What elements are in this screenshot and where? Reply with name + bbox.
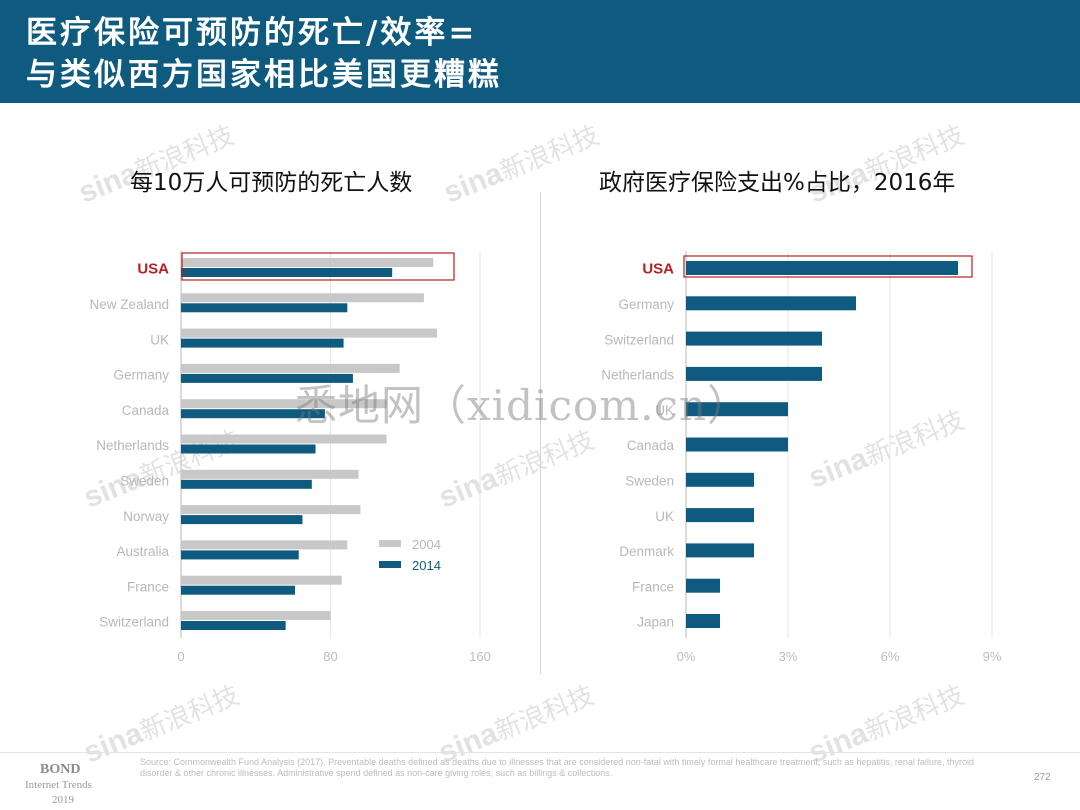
bar-2014-germany bbox=[181, 373, 353, 383]
category-label-canada: Canada bbox=[627, 438, 675, 453]
category-label-germany: Germany bbox=[113, 368, 169, 383]
bar-2014-norway bbox=[181, 515, 303, 525]
bar-usa bbox=[686, 261, 958, 275]
bar-2004-france bbox=[181, 575, 342, 585]
chart-title-preventable-deaths: 每10万人可预防的死亡人数 bbox=[130, 170, 413, 196]
legend-swatch-2014 bbox=[379, 561, 401, 568]
bar-uk bbox=[686, 402, 788, 417]
bar-sweden bbox=[686, 472, 754, 487]
bar-2004-norway bbox=[181, 505, 361, 515]
page-number: 272 bbox=[1034, 772, 1051, 783]
site-watermark: 悉地网（xidicom.cn） bbox=[295, 381, 750, 430]
category-label-australia: Australia bbox=[116, 544, 169, 559]
chart-title-gov-spend: 政府医疗保险支出%占比，2016年 bbox=[599, 170, 956, 196]
bar-switzerland bbox=[686, 331, 822, 346]
bar-germany bbox=[686, 296, 856, 311]
bar-2014-usa bbox=[181, 268, 393, 277]
category-label-norway: Norway bbox=[123, 509, 169, 524]
category-label-denmark: Denmark bbox=[619, 544, 674, 559]
category-label-netherlands: Netherlands bbox=[601, 368, 674, 383]
x-tick-label: 6% bbox=[881, 649, 900, 664]
bar-france bbox=[686, 578, 720, 593]
bar-canada bbox=[686, 437, 788, 452]
brand-logo: BOND bbox=[40, 762, 81, 777]
x-tick-label: 160 bbox=[469, 649, 491, 664]
bar-2004-switzerland bbox=[181, 611, 331, 620]
bar-2004-usa bbox=[181, 258, 434, 267]
bar-denmark bbox=[686, 543, 754, 558]
chart-preventable-deaths: 0 80 160 USA New Zealand UK Germany Canada Nethe… bbox=[89, 251, 491, 664]
x-tick-label: 0 bbox=[177, 649, 184, 664]
bar-2004-germany bbox=[181, 363, 400, 373]
category-label-france: France bbox=[127, 579, 169, 594]
category-label-usa: USA bbox=[642, 261, 674, 278]
x-tick-label: 0% bbox=[677, 649, 696, 664]
x-tick-label: 9% bbox=[983, 649, 1002, 664]
page-title-line-1: 医疗保险可预防的死亡/效率= bbox=[26, 15, 478, 51]
category-label-canada: Canada bbox=[122, 403, 170, 418]
bar-uk bbox=[686, 508, 754, 523]
category-label-usa: USA bbox=[137, 261, 169, 278]
bar-2014-netherlands bbox=[181, 444, 316, 454]
category-label-germany: Germany bbox=[618, 297, 674, 312]
bar-netherlands bbox=[686, 366, 822, 381]
bar-japan bbox=[686, 614, 720, 628]
bar-2004-australia bbox=[181, 540, 348, 550]
category-label-sweden: Sweden bbox=[120, 473, 169, 488]
x-tick-label: 80 bbox=[323, 649, 337, 664]
bar-2014-new-zealand bbox=[181, 303, 348, 313]
bar-2004-netherlands bbox=[181, 434, 387, 444]
bar-2004-canada bbox=[181, 399, 387, 409]
category-label-switzerland: Switzerland bbox=[99, 615, 169, 630]
category-label-france: France bbox=[632, 579, 674, 594]
legend-label-2014: 2014 bbox=[412, 558, 441, 573]
category-label-sweden: Sweden bbox=[625, 473, 674, 488]
legend-swatch-2004 bbox=[379, 540, 401, 547]
x-tick-label: 3% bbox=[779, 649, 798, 664]
sina-watermark-latin: sina bbox=[79, 716, 148, 770]
bar-2014-uk bbox=[181, 338, 344, 348]
bar-2004-sweden bbox=[181, 469, 359, 479]
category-label-switzerland: Switzerland bbox=[604, 332, 674, 347]
bar-2004-new-zealand bbox=[181, 293, 424, 303]
bar-2014-canada bbox=[181, 409, 325, 419]
bar-2004-uk bbox=[181, 328, 438, 338]
chart-divider bbox=[540, 192, 541, 674]
highlight-box-usa bbox=[181, 252, 455, 281]
category-label-uk: UK bbox=[655, 403, 674, 418]
bar-2014-australia bbox=[181, 550, 299, 560]
bar-2014-sweden bbox=[181, 479, 312, 489]
category-label-japan: Japan bbox=[637, 615, 674, 630]
category-label-uk: UK bbox=[150, 332, 169, 347]
brand-subtitle: Internet Trends bbox=[25, 779, 92, 791]
source-note: Source: Commonwealth Fund Analysis (2017… bbox=[140, 757, 974, 778]
category-label-new-zealand: New Zealand bbox=[89, 297, 169, 312]
bar-2014-france bbox=[181, 585, 295, 595]
brand-year: 2019 bbox=[52, 794, 74, 806]
chart-gov-spend: 0% 3% 6% 9% USA Germany Switzerland Netherlands… bbox=[601, 251, 1002, 664]
category-label-uk: UK bbox=[655, 509, 674, 524]
category-label-netherlands: Netherlands bbox=[96, 438, 169, 453]
legend-label-2004: 2004 bbox=[412, 537, 441, 552]
title-banner: 医疗保险可预防的死亡/效率= 与类似西方国家相比美国更糟糕 bbox=[0, 0, 1080, 103]
page-title-line-2: 与类似西方国家相比美国更糟糕 bbox=[26, 57, 502, 93]
bar-2014-switzerland bbox=[181, 621, 286, 630]
highlight-box-usa bbox=[683, 255, 973, 278]
footer-rule bbox=[0, 752, 1080, 753]
